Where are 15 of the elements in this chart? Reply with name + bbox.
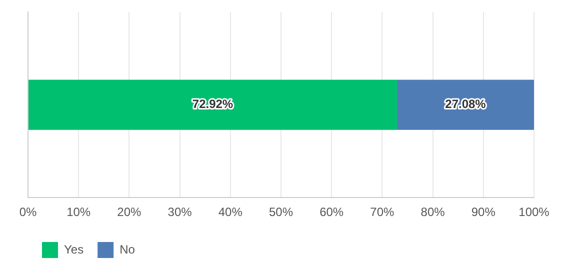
- x-tick-label: 100%: [518, 205, 550, 220]
- x-tick-label: 0%: [19, 205, 37, 220]
- x-tick-label: 10%: [66, 205, 91, 220]
- x-tick-label: 40%: [218, 205, 243, 220]
- legend-label: Yes: [64, 242, 84, 256]
- data-label: 27.08%: [445, 97, 486, 112]
- legend-label: No: [120, 242, 136, 256]
- x-tick-label: 80%: [420, 205, 446, 220]
- x-tick-label: 30%: [168, 205, 192, 220]
- x-tick-label: 50%: [268, 205, 294, 220]
- x-tick-label: 70%: [370, 205, 395, 220]
- x-tick-label: 60%: [320, 205, 344, 220]
- x-tick-label: 90%: [471, 205, 496, 220]
- x-tick-label: 20%: [117, 205, 142, 220]
- data-label: 72.92%: [192, 97, 234, 112]
